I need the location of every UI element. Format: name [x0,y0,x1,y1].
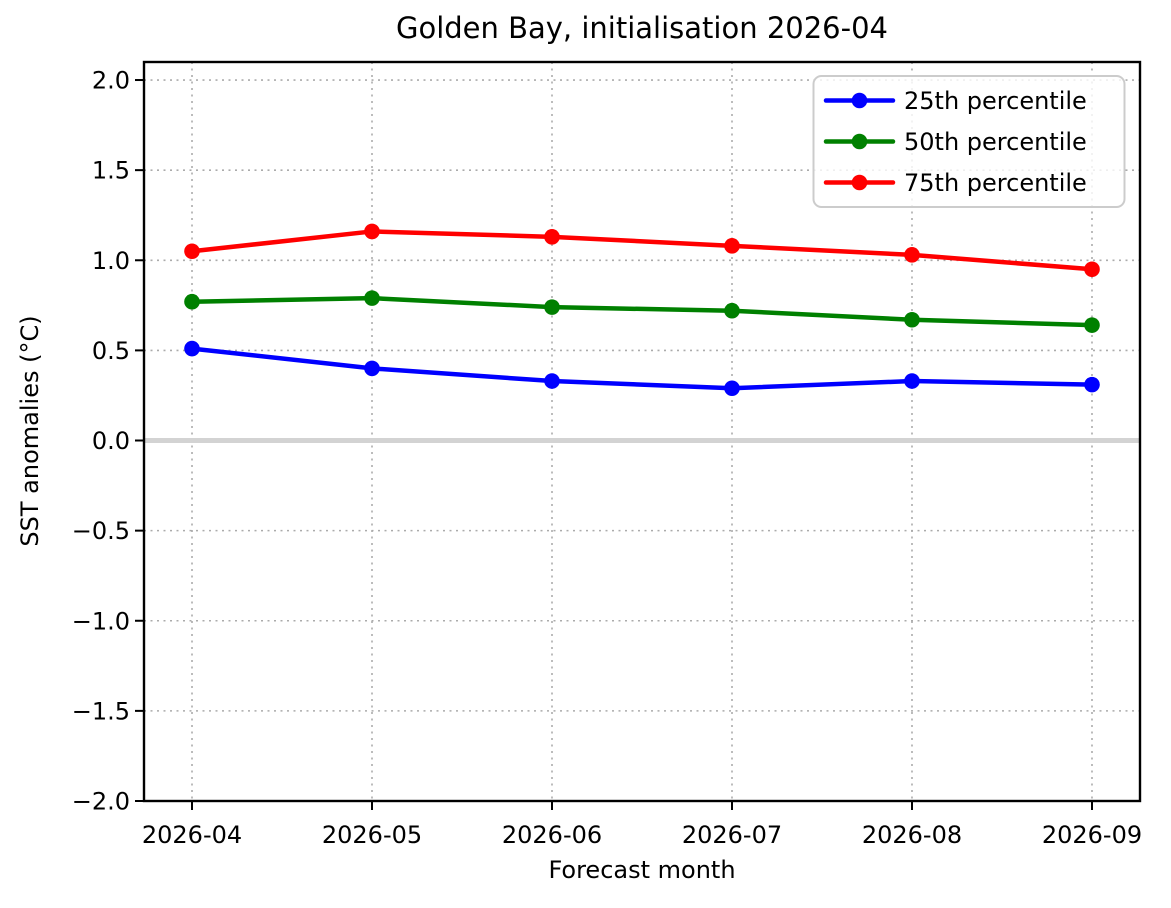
data-point-marker-75th-percentile-2026-05 [364,223,380,240]
data-point-marker-50th-percentile-2026-04 [184,293,200,310]
data-point-marker-50th-percentile-2026-06 [544,299,560,315]
data-point-marker-75th-percentile-2026-09 [1084,261,1100,278]
series-line-50th-percentile [189,295,1095,328]
data-point-marker-25th-percentile-2026-07 [724,380,740,397]
x-tick-label: 2026-07 [682,821,782,849]
data-point-marker-25th-percentile-2026-08 [904,373,920,389]
y-tick-label: −1.5 [72,697,130,725]
data-point-marker-25th-percentile-2026-04 [184,340,200,357]
y-tick-label: 0.0 [92,427,130,455]
x-tick-label: 2026-08 [862,821,962,849]
x-tick-label: 2026-09 [1042,821,1142,849]
data-point-marker-25th-percentile-2026-09 [1084,376,1100,393]
data-point-marker-50th-percentile-2026-05 [364,290,380,306]
data-point-marker-25th-percentile-2026-06 [544,373,560,389]
data-point-marker-75th-percentile-2026-07 [724,238,740,254]
x-tick-label: 2026-04 [142,821,242,849]
legend-handle-marker [851,133,868,150]
x-tick-label: 2026-06 [502,821,602,849]
chart-title: Golden Bay, initialisation 2026-04 [395,11,888,45]
y-axis-label: SST anomalies (°C) [16,315,44,547]
series-line-25th-percentile [189,346,1095,391]
data-point-marker-50th-percentile-2026-07 [724,302,740,319]
data-point-marker-75th-percentile-2026-08 [904,247,920,263]
y-tick-label: 1.0 [92,247,130,275]
legend-label: 50th percentile [904,128,1087,156]
data-point-marker-25th-percentile-2026-05 [364,360,380,377]
y-tick-label: −0.5 [72,517,130,545]
legend-handle-marker [851,92,868,109]
y-tick-label: 2.0 [92,67,130,95]
legend: 25th percentile 50th percentile 75th perce… [812,75,1126,208]
data-point-marker-50th-percentile-2026-08 [904,311,920,328]
legend-handle-marker [851,174,868,191]
data-point-marker-50th-percentile-2026-09 [1084,317,1100,333]
x-tick-label: 2026-05 [322,821,422,849]
y-tick-label: 1.5 [92,157,130,185]
axes-border [142,60,1142,803]
legend-label: 25th percentile [904,87,1087,115]
series-line-75th-percentile [189,229,1095,272]
data-point-marker-75th-percentile-2026-06 [544,229,560,245]
y-tick-label: −2.0 [72,788,130,816]
data-point-marker-75th-percentile-2026-04 [184,243,200,260]
x-axis-label: Forecast month [548,856,736,884]
legend-label: 75th percentile [904,169,1087,197]
y-tick-label: 0.5 [92,337,130,365]
y-tick-label: −1.0 [72,607,130,635]
legend-box [812,75,1126,208]
